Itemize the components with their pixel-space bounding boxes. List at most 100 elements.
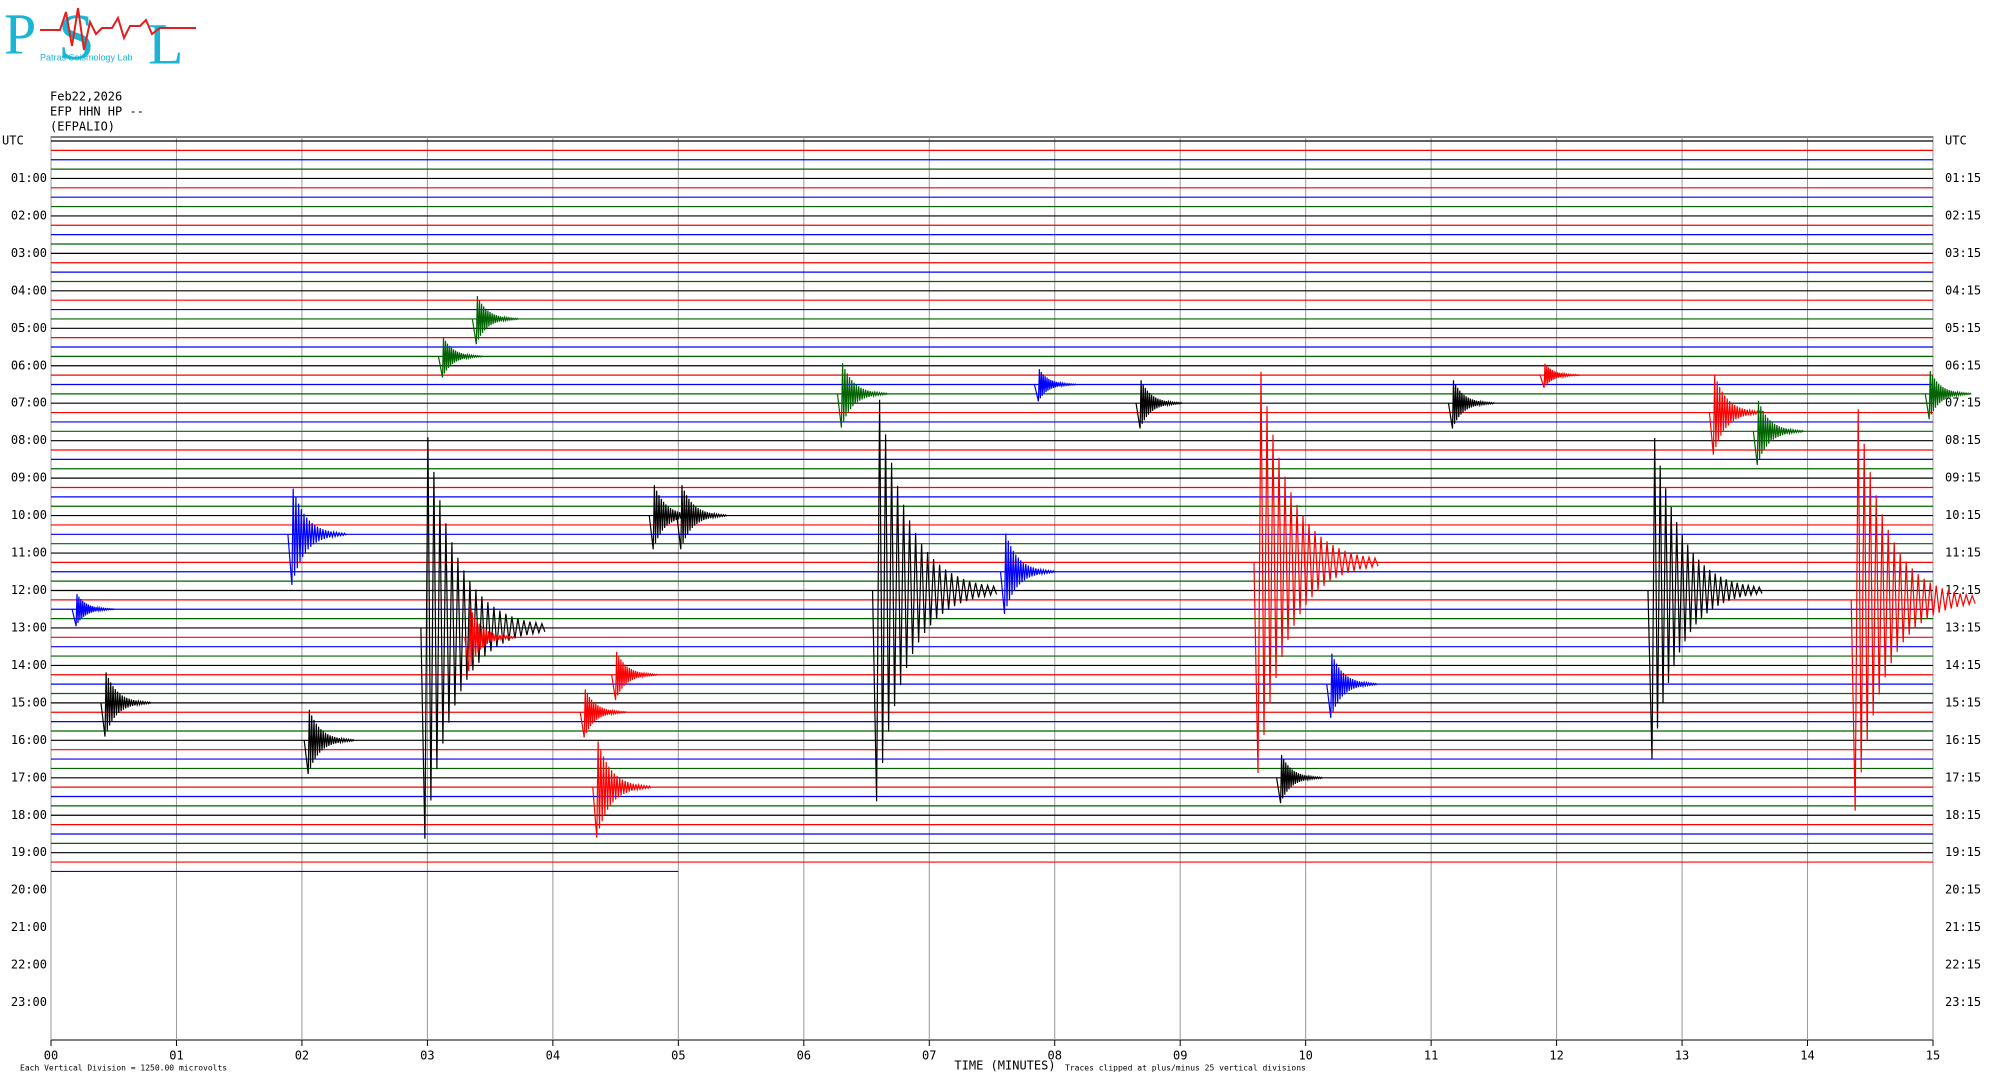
time-label-left: 23:00 xyxy=(11,995,47,1009)
time-label-left: 04:00 xyxy=(11,283,47,297)
time-label-left: 02:00 xyxy=(11,208,47,222)
time-label-right: 02:15 xyxy=(1945,208,1981,222)
time-label-left: 05:00 xyxy=(11,321,47,335)
scale-note: Each Vertical Division = 1250.00 microvo… xyxy=(20,1064,227,1073)
x-tick-label: 07 xyxy=(922,1049,936,1063)
x-tick-label: 08 xyxy=(1048,1049,1062,1063)
time-label-right: 13:15 xyxy=(1945,620,1981,634)
time-label-right: 16:15 xyxy=(1945,733,1981,747)
time-label-right: 22:15 xyxy=(1945,958,1981,972)
time-label-left: 14:00 xyxy=(11,658,47,672)
time-label-left: UTC xyxy=(2,134,24,148)
x-tick-label: 11 xyxy=(1424,1049,1438,1063)
time-label-left: 07:00 xyxy=(11,396,47,410)
logo-subtitle: Patras Seismology Lab xyxy=(40,52,133,62)
x-tick-label: 05 xyxy=(671,1049,685,1063)
time-label-right: 12:15 xyxy=(1945,583,1981,597)
time-label-right: 09:15 xyxy=(1945,471,1981,485)
time-label-right: 19:15 xyxy=(1945,845,1981,859)
event-burst xyxy=(1326,653,1378,718)
x-tick-label: 03 xyxy=(420,1049,434,1063)
time-label-right: 11:15 xyxy=(1945,546,1981,560)
event-burst xyxy=(1539,363,1581,388)
time-label-left: 19:00 xyxy=(11,845,47,859)
x-tick-label: 13 xyxy=(1675,1049,1689,1063)
time-label-left: 21:00 xyxy=(11,920,47,934)
time-label-left: 03:00 xyxy=(11,246,47,260)
time-label-right: 01:15 xyxy=(1945,171,1981,185)
event-burst xyxy=(420,437,546,839)
time-label-left: 12:00 xyxy=(11,583,47,597)
event-burst xyxy=(1708,374,1764,455)
x-tick-label: 04 xyxy=(546,1049,560,1063)
time-label-right: 04:15 xyxy=(1945,283,1981,297)
event-burst xyxy=(1752,400,1804,466)
station: EFP HHN HP -- xyxy=(50,105,144,119)
event-burst xyxy=(1275,754,1324,804)
time-label-right: 17:15 xyxy=(1945,770,1981,784)
time-label-left: 01:00 xyxy=(11,171,47,185)
time-label-left: 16:00 xyxy=(11,733,47,747)
time-label-left: 22:00 xyxy=(11,958,47,972)
event-burst xyxy=(71,593,115,627)
time-label-left: 08:00 xyxy=(11,433,47,447)
event-burst xyxy=(1033,369,1077,402)
time-label-right: 10:15 xyxy=(1945,508,1981,522)
date: Feb22,2026 xyxy=(50,90,122,104)
time-label-left: 06:00 xyxy=(11,358,47,372)
time-label-left: 17:00 xyxy=(11,770,47,784)
time-label-right: 07:15 xyxy=(1945,396,1981,410)
time-label-right: 05:15 xyxy=(1945,321,1981,335)
time-label-right: UTC xyxy=(1945,134,1967,148)
station-name: (EFPALIO) xyxy=(50,120,115,134)
event-burst xyxy=(592,741,652,838)
clip-note: Traces clipped at plus/minus 25 vertical… xyxy=(1065,1064,1306,1073)
x-tick-label: 15 xyxy=(1926,1049,1940,1063)
event-burst xyxy=(999,533,1055,614)
logo-wave xyxy=(40,7,196,51)
time-label-left: 15:00 xyxy=(11,695,47,709)
event-burst xyxy=(100,672,152,737)
event-burst xyxy=(611,651,659,701)
event-burst xyxy=(287,488,347,585)
time-label-left: 18:00 xyxy=(11,808,47,822)
event-burst xyxy=(579,689,627,738)
event-burst xyxy=(471,295,519,345)
x-tick-label: 14 xyxy=(1800,1049,1814,1063)
event-burst xyxy=(1647,437,1763,760)
time-label-right: 15:15 xyxy=(1945,695,1981,709)
x-tick-label: 10 xyxy=(1298,1049,1312,1063)
time-label-left: 10:00 xyxy=(11,508,47,522)
time-label-right: 21:15 xyxy=(1945,920,1981,934)
event-burst xyxy=(836,363,888,428)
event-burst xyxy=(871,399,998,802)
time-label-right: 20:15 xyxy=(1945,883,1981,897)
time-label-left: 20:00 xyxy=(11,883,47,897)
event-burst xyxy=(676,485,728,550)
event-burst xyxy=(437,337,483,378)
logo-letter: L xyxy=(148,11,183,76)
time-label-right: 03:15 xyxy=(1945,246,1981,260)
time-label-right: 14:15 xyxy=(1945,658,1981,672)
event-burst xyxy=(1924,370,1972,420)
event-burst xyxy=(464,606,516,672)
time-label-right: 18:15 xyxy=(1945,808,1981,822)
event-burst xyxy=(303,709,355,775)
x-tick-label: 02 xyxy=(295,1049,309,1063)
event-burst xyxy=(1850,409,1976,811)
x-axis-label: TIME (MINUTES) xyxy=(954,1059,1055,1073)
time-label-right: 06:15 xyxy=(1945,358,1981,372)
x-tick-label: 00 xyxy=(44,1049,58,1063)
x-tick-label: 06 xyxy=(797,1049,811,1063)
time-label-left: 09:00 xyxy=(11,471,47,485)
time-label-left: 11:00 xyxy=(11,546,47,560)
event-burst xyxy=(1135,380,1183,429)
x-tick-label: 01 xyxy=(169,1049,183,1063)
event-burst xyxy=(1447,380,1495,429)
x-tick-label: 12 xyxy=(1549,1049,1563,1063)
time-label-right: 23:15 xyxy=(1945,995,1981,1009)
logo-letter: P xyxy=(4,1,36,66)
x-tick-label: 09 xyxy=(1173,1049,1187,1063)
